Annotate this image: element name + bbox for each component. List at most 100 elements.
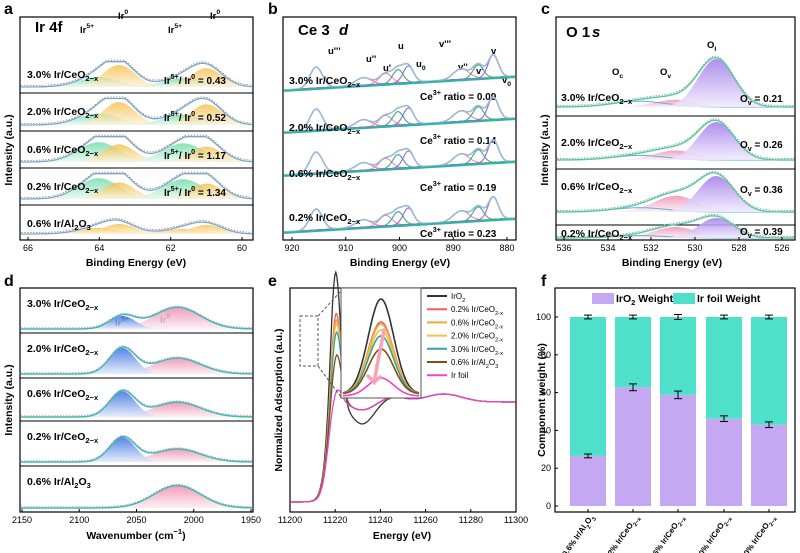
panel-b-tick-label: 890 [446,243,461,253]
panel-e-legend-label: 0.6% Ir/CeO2-x​ [451,318,503,330]
panel-e-legend-label: 0.6% Ir/Al2O3​ [451,358,498,370]
panel-f-bar-iro2 [615,387,651,506]
panel-b-label: b [268,1,278,18]
panel-c-sample-label: 0.6% Ir/CeO2−x​ [561,181,633,195]
panel-b-peak-label: v''' [439,39,451,50]
panel-f-bar-iro2 [660,394,696,506]
panel-d-tick-label: 2150 [12,515,32,525]
panel-b-tick-label: 910 [338,243,353,253]
panel-b-envelope [284,138,515,176]
panel-b-sample-label: 3.0% Ir/CeO2−x​ [289,75,361,89]
panel-f-bar-irfoil [751,317,787,425]
panel-a-tick-label: 64 [94,243,104,253]
panel-b-peak-label: v [491,46,497,57]
panel-f-legend-swatch [592,293,614,304]
panel-e-tick-label: 11220 [323,515,347,525]
panel-d-fit-peak-ir5 [21,347,252,374]
panel-c-frame [555,16,796,241]
panel-f-bar-irfoil [706,317,742,419]
panel-d-raw-data [21,345,252,374]
panel-d-tick-label: 1950 [241,515,261,525]
panel-b-peak-label: v' [476,66,484,77]
panel-f-bar-irfoil [570,317,606,456]
panel-b-sample-label: 0.2% Ir/CeO2−x​ [289,212,361,226]
panel-b-peak-label: v'' [458,62,468,73]
panel-a-title: Ir 4f [35,19,64,36]
panel-c-peak-label: Ol​ [707,40,716,53]
panel-a-raw-data [21,96,253,124]
panel-a-fit-peak [21,224,252,234]
panel-c-tick-label: 526 [774,243,789,253]
panel-b-peak-label: u [398,41,404,52]
panel-c-raw-data [557,213,794,237]
panel-e-legend-label: 2.0% Ir/CeO2-x​ [451,332,503,344]
panel-a-envelope [21,219,252,235]
panel-b-envelope [284,53,515,91]
panel-a-envelope [21,97,253,126]
panel-b-peak-label: v0​ [502,75,511,88]
panel-b-peak-label: u'' [366,54,376,65]
panel-a-fit-peak [21,68,252,87]
panel-a-tick-label: 62 [166,243,176,253]
panel-c-peak-label: Ov​ [660,67,671,80]
panel-c-ylabel: Intensity (a.u.) [539,114,551,185]
panel-f-bar-iro2 [706,418,742,506]
panel-c-peak-label: Oc​ [612,67,623,80]
panel-e-tick-label: 11300 [504,515,528,525]
panel-a-peak-label: Ir5+​ [80,23,94,36]
panel-f-category-label: 0.2% Ir/CeO2−x​ [602,512,643,553]
panel-c-sample-label: 3.0% Ir/CeO2−x​ [561,92,633,106]
panel-a-envelope [21,173,253,200]
panel-c-tick-label: 532 [643,243,658,253]
panel-d-sample-label: 0.2% Ir/CeO2−x​ [27,431,99,445]
panel-d-tick-label: 2000 [184,515,204,525]
panel-c-fit-peak-ol [557,176,794,212]
panel-b-tick-label: 880 [499,243,514,253]
panel-a-fit-peak [21,77,252,87]
panel-e-ylabel: Normalized Adsorption (a.u.) [273,328,285,471]
panel-c-fit-peak-ov [557,150,794,160]
panel-e-zoom-line [317,365,342,398]
panel-a-tick-label: 66 [23,243,33,253]
panel-a-tick-label: 60 [237,243,247,253]
panel-c-tick-label: 536 [556,243,571,253]
panel-d-ylabel: Intensity (a.u.) [3,364,15,435]
panel-c-envelope [557,56,794,108]
panel-e-zoom-box [299,315,319,367]
panel-f-label: f [541,273,547,290]
panel-a-envelope [21,61,253,88]
panel-c-envelope [557,215,794,239]
panel-c-fit-peak-ov [557,195,794,212]
panel-e-tick-label: 11280 [459,515,483,525]
panel-b-baseline [283,218,516,234]
panel-d-sample-label: 0.6% Ir/CeO2−x​ [27,388,99,402]
panel-e-tick-label: 11240 [368,515,392,525]
panel-a-raw-data [21,134,253,161]
panel-a-fit-peak [21,183,252,199]
panel-a-peak-label: Ir0​ [118,9,128,22]
panel-a-peak-label: Ir5+​ [168,23,182,36]
panel-e-xlabel: Energy (eV) [373,530,431,542]
panel-b-envelope [284,95,515,133]
panel-f-legend-label: IrO2​ Weight [616,293,674,307]
panel-e-tick-label: 11200 [278,515,302,525]
panel-e-label: e [268,273,277,290]
panel-a-fit-peak [21,102,252,125]
panel-a-frame [19,16,254,241]
panel-d-sample-label: 0.6% Ir/Al2O3​ [27,476,91,490]
panel-d-envelope [21,484,253,509]
panel-a-ratio: Ir5+​/ Ir0​ = 0.43 [164,72,226,87]
panel-a-raw-data [21,59,253,86]
panel-a-ratio: Ir5+​/ Ir0​ = 1.17 [164,147,226,162]
panel-e-legend-label: 0.2% Ir/CeO2-x​ [451,305,503,317]
panel-e-zoom-line [317,290,342,317]
panel-b-ratio: Ce3+​ ratio = 0.19 [420,179,497,194]
panel-b-title-italic: d [339,22,349,39]
panel-f-ytick-label: 40 [541,425,551,435]
panel-b-tick-label: 900 [392,243,407,253]
panel-c-tick-label: 528 [731,243,746,253]
panel-a-fit-peak [21,142,252,162]
panel-a-sample-label: 0.6% Ir/Al2O3​ [27,218,91,232]
panel-f-frame [554,287,796,513]
